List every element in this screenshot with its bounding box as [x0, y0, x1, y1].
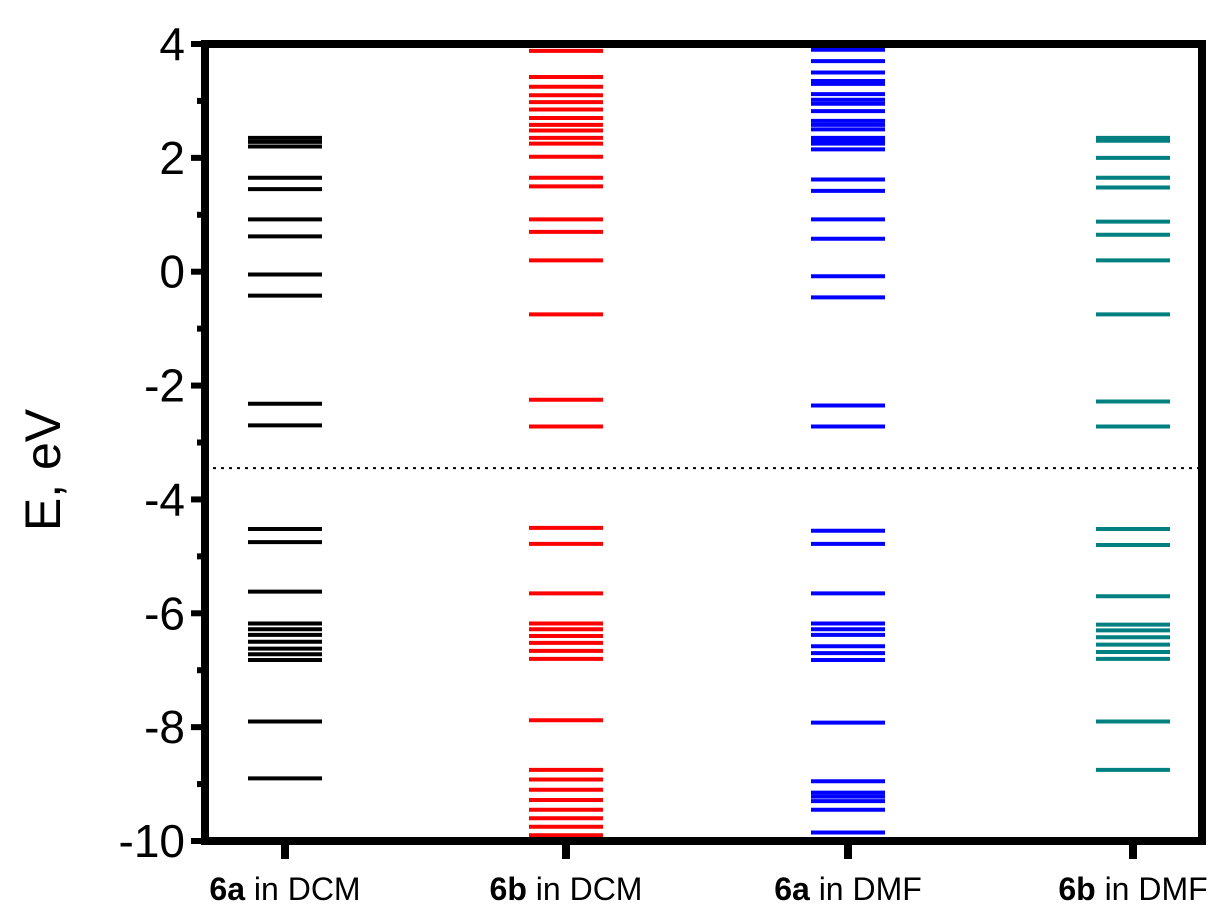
plot-frame — [201, 40, 1206, 845]
y-tick-label-7: -10 — [119, 815, 185, 867]
x-category-compound-0: 6a — [209, 871, 245, 907]
x-category-solvent-0: in DCM — [245, 871, 361, 907]
x-category-label-0: 6a in DCM — [209, 871, 360, 907]
x-category-label-1: 6b in DCM — [490, 871, 643, 907]
y-tick-label-0: 4 — [159, 18, 185, 70]
x-axis-ticks: 6a in DCM 6b in DCM 6a in DMF 6b in DMF — [209, 841, 1208, 907]
x-category-label-2: 6a in DMF — [774, 871, 922, 907]
x-category-solvent-1: in DCM — [527, 871, 643, 907]
y-tick-label-2: 0 — [159, 246, 185, 298]
y-axis-label: E, eV — [15, 408, 71, 531]
y-tick-label-3: -2 — [144, 360, 185, 412]
x-category-compound-1: 6b — [490, 871, 527, 907]
x-category-solvent-3: in DMF — [1096, 871, 1208, 907]
y-tick-label-5: -6 — [144, 587, 185, 639]
x-category-label-3: 6b in DMF — [1058, 871, 1207, 907]
x-category-solvent-2: in DMF — [810, 871, 922, 907]
y-tick-label-1: 2 — [159, 132, 185, 184]
y-tick-label-6: -8 — [144, 701, 185, 753]
energy-levels — [248, 42, 1170, 843]
y-tick-label-4: -4 — [144, 473, 185, 525]
x-category-compound-3: 6b — [1058, 871, 1095, 907]
x-category-compound-2: 6a — [774, 871, 810, 907]
y-axis-ticks: 4 2 0 -2 -4 -6 -8 -10 — [119, 18, 205, 867]
